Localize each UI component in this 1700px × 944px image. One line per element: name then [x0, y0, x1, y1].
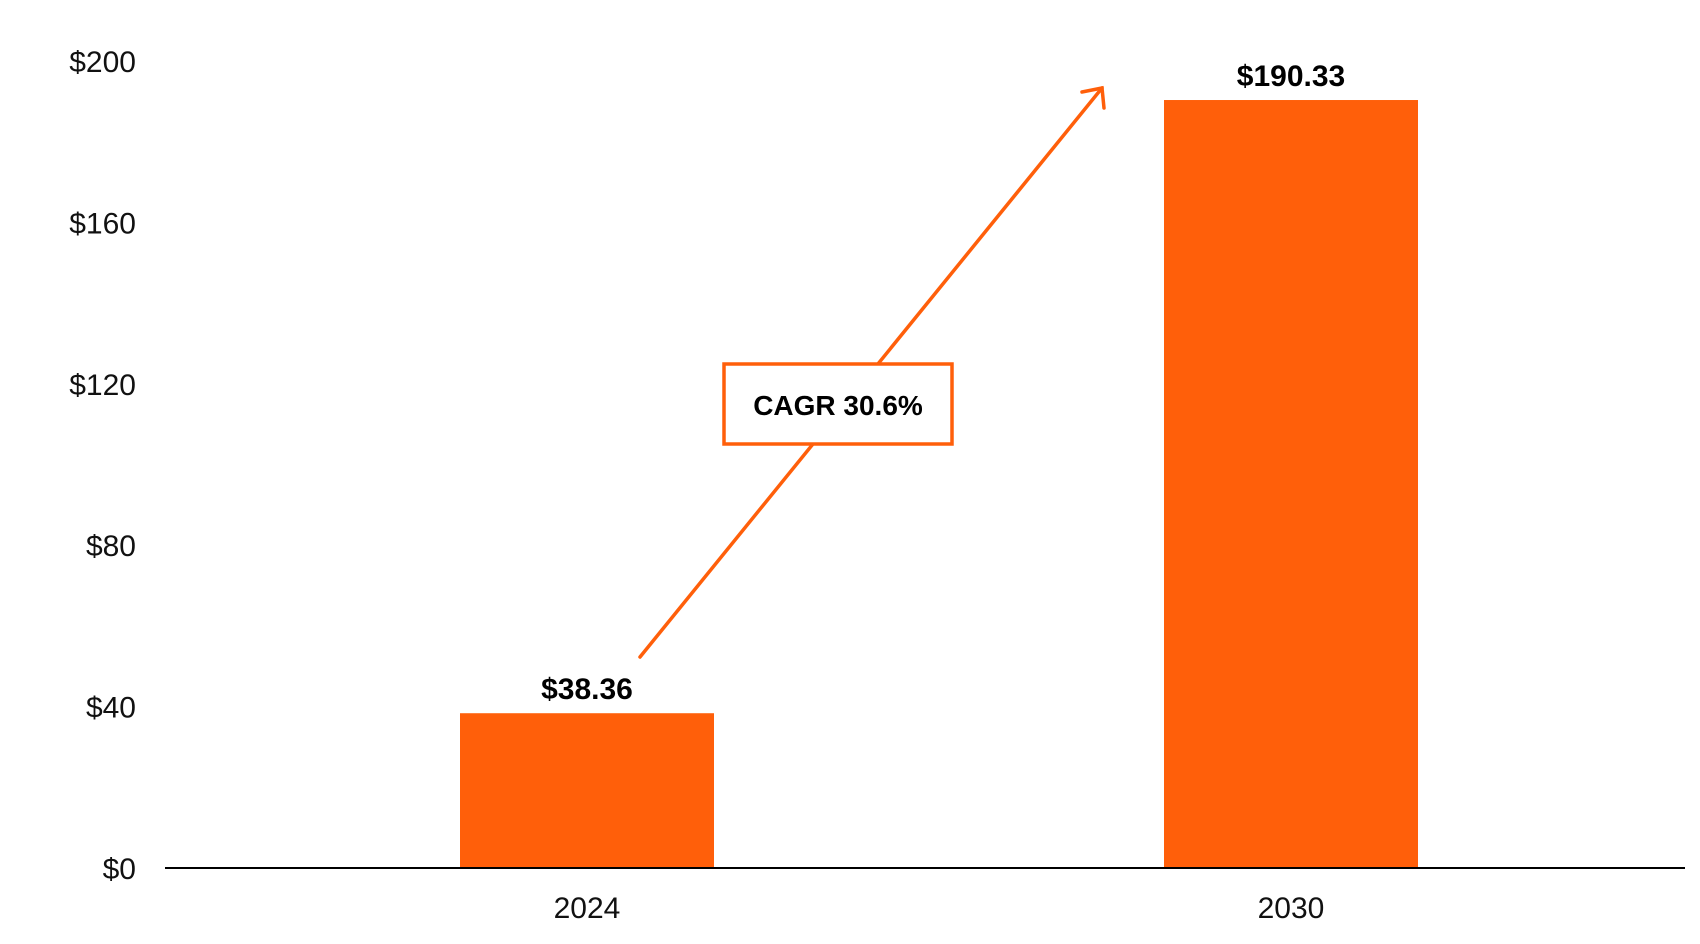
y-tick-label: $200	[69, 46, 136, 79]
y-axis-ticks: $0 $40 $80 $120 $160 $200	[69, 46, 136, 886]
x-axis-ticks: 2024 2030	[554, 892, 1325, 925]
cagr-label-box	[722, 362, 954, 446]
cagr-annotation: CAGR 30.6%	[638, 85, 1106, 659]
cagr-label: CAGR 30.6%	[753, 390, 923, 421]
bar-2024	[460, 713, 714, 868]
y-tick-label: $80	[86, 530, 136, 563]
y-tick-label: $160	[69, 207, 136, 240]
bar-2030	[1164, 100, 1418, 869]
data-label-2024: $38.36	[541, 673, 633, 706]
y-tick-label: $40	[86, 692, 136, 725]
bars-group	[460, 100, 1418, 869]
data-label-2030: $190.33	[1237, 60, 1345, 93]
y-tick-label: $0	[103, 853, 136, 886]
data-labels-group: $38.36 $190.33	[541, 60, 1345, 706]
x-tick-label-2030: 2030	[1258, 892, 1325, 925]
x-tick-label-2024: 2024	[554, 892, 621, 925]
cagr-arrow-head	[1080, 85, 1106, 110]
y-tick-label: $120	[69, 369, 136, 402]
